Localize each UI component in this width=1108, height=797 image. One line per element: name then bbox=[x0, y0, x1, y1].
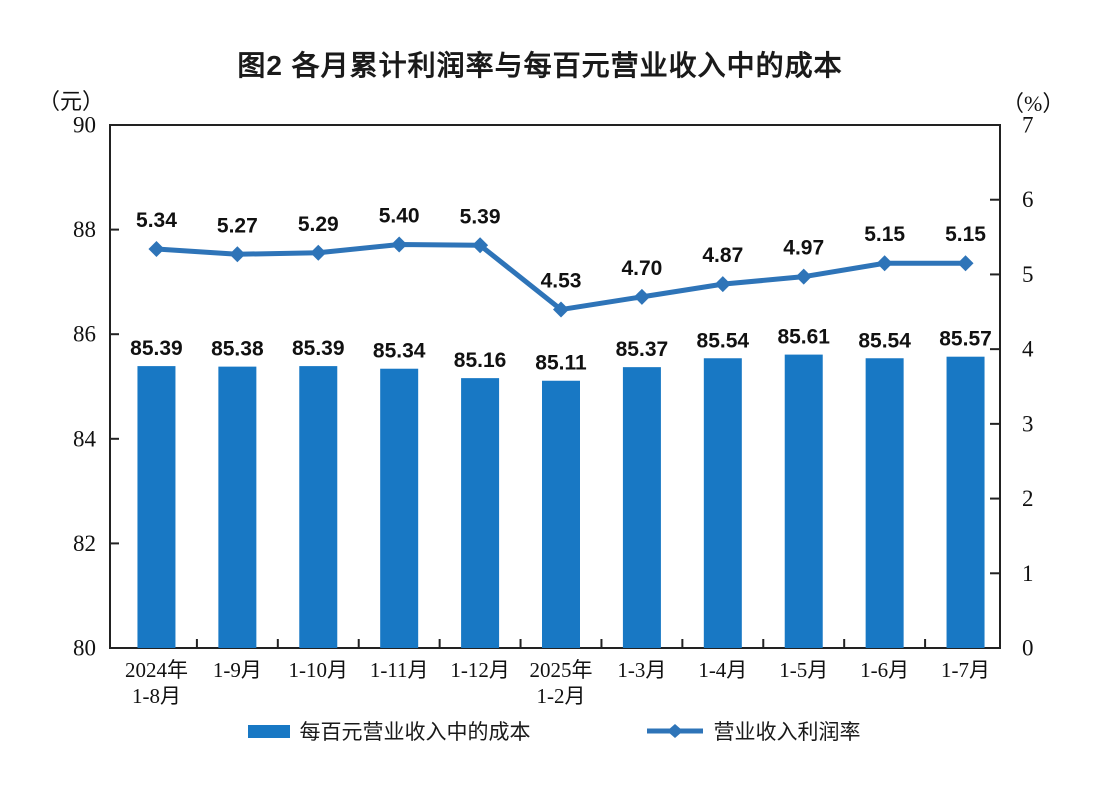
x-axis-category-label: 1-10月 bbox=[289, 658, 349, 682]
bar-swatch-icon bbox=[247, 724, 290, 738]
diamond-marker-icon bbox=[714, 276, 731, 293]
line-value-label: 5.27 bbox=[217, 214, 258, 237]
diamond-marker-icon bbox=[310, 244, 327, 261]
cost-bar bbox=[946, 356, 985, 648]
right-axis-unit-label: （%） bbox=[1002, 91, 1065, 116]
left-axis-tick-label: 86 bbox=[73, 322, 96, 347]
legend: 每百元营业收入中的成本 营业收入利润率 bbox=[0, 716, 1108, 746]
cost-bar bbox=[461, 378, 500, 648]
line-value-label: 4.97 bbox=[783, 237, 824, 260]
left-axis-tick-label: 88 bbox=[73, 217, 96, 242]
x-axis-category-label: 1-3月 bbox=[617, 658, 666, 682]
cost-bar bbox=[703, 358, 742, 648]
x-axis-category-label: 1-11月 bbox=[370, 658, 429, 682]
diamond-marker-icon bbox=[148, 241, 165, 258]
bar-value-label: 85.34 bbox=[373, 340, 426, 363]
cost-bar bbox=[784, 354, 823, 648]
x-axis-category-label: 1-7月 bbox=[941, 658, 990, 682]
x-axis-category-label: 1-9月 bbox=[213, 658, 262, 682]
diamond-marker-icon bbox=[957, 255, 974, 272]
line-value-label: 5.40 bbox=[379, 205, 420, 228]
right-axis-tick-label: 1 bbox=[1022, 561, 1034, 586]
left-axis-tick-label: 90 bbox=[73, 113, 96, 138]
diamond-marker-icon bbox=[229, 246, 246, 263]
line-value-label: 5.39 bbox=[460, 205, 501, 228]
diamond-marker-icon bbox=[876, 255, 893, 272]
diamond-marker-icon bbox=[795, 268, 812, 285]
left-axis-unit-label: （元） bbox=[38, 89, 105, 114]
right-axis-tick-label: 7 bbox=[1022, 113, 1034, 138]
bar-value-label: 85.39 bbox=[130, 337, 183, 360]
legend-item-profit-rate: 营业收入利润率 bbox=[646, 716, 861, 746]
diamond-marker-icon bbox=[633, 288, 650, 305]
bar-value-label: 85.39 bbox=[292, 337, 345, 360]
legend-item-cost: 每百元营业收入中的成本 bbox=[247, 716, 531, 746]
bar-value-label: 85.61 bbox=[777, 326, 830, 349]
line-value-label: 4.87 bbox=[702, 244, 743, 267]
x-axis-category-label: 1-4月 bbox=[698, 658, 747, 682]
line-value-label: 4.53 bbox=[541, 270, 582, 293]
cost-bar bbox=[380, 368, 419, 648]
x-axis-category-label: 1-6月 bbox=[860, 658, 909, 682]
right-axis-tick-label: 6 bbox=[1022, 187, 1034, 212]
right-axis-tick-label: 2 bbox=[1022, 486, 1034, 511]
bar-value-label: 85.38 bbox=[211, 338, 264, 361]
bar-value-label: 85.37 bbox=[616, 338, 669, 361]
cost-bar bbox=[542, 380, 580, 648]
right-axis-tick-label: 3 bbox=[1022, 411, 1034, 436]
line-marker-swatch-icon bbox=[646, 724, 703, 738]
legend-label-cost: 每百元营业收入中的成本 bbox=[299, 720, 531, 744]
diamond-marker-icon bbox=[553, 301, 569, 318]
bar-value-label: 85.57 bbox=[939, 328, 992, 351]
line-value-label: 5.29 bbox=[298, 213, 339, 236]
cost-bar bbox=[218, 366, 257, 648]
legend-label-profit-rate: 营业收入利润率 bbox=[713, 720, 861, 744]
cost-bar bbox=[622, 367, 661, 648]
bar-value-label: 85.16 bbox=[454, 349, 507, 372]
line-value-label: 5.34 bbox=[136, 209, 177, 232]
cost-bar bbox=[137, 366, 176, 648]
left-axis-tick-label: 82 bbox=[73, 531, 96, 556]
bar-value-label: 85.11 bbox=[535, 352, 587, 375]
bar-value-label: 85.54 bbox=[858, 329, 911, 352]
left-axis-tick-label: 80 bbox=[73, 636, 96, 661]
bar-value-label: 85.54 bbox=[697, 329, 750, 352]
line-value-label: 5.15 bbox=[945, 223, 986, 246]
cost-bar bbox=[299, 366, 338, 648]
right-axis-tick-label: 4 bbox=[1022, 337, 1034, 362]
chart-title: 图2 各月累计利润率与每百元营业收入中的成本 bbox=[237, 50, 843, 81]
diamond-marker-icon bbox=[391, 236, 408, 253]
x-axis-category-label: 2024年 1-8月 bbox=[125, 658, 188, 708]
left-axis-tick-label: 84 bbox=[73, 426, 97, 451]
cost-bar bbox=[865, 358, 904, 648]
diamond-marker-icon bbox=[472, 237, 489, 254]
x-axis-category-label: 2025年 1-2月 bbox=[530, 658, 593, 708]
line-value-label: 4.70 bbox=[621, 257, 662, 280]
right-axis-tick-label: 5 bbox=[1022, 262, 1034, 287]
line-value-label: 5.15 bbox=[864, 223, 905, 246]
right-axis-tick-label: 0 bbox=[1022, 636, 1034, 661]
x-axis-category-label: 1-5月 bbox=[779, 658, 828, 682]
x-axis-category-label: 1-12月 bbox=[450, 658, 510, 682]
